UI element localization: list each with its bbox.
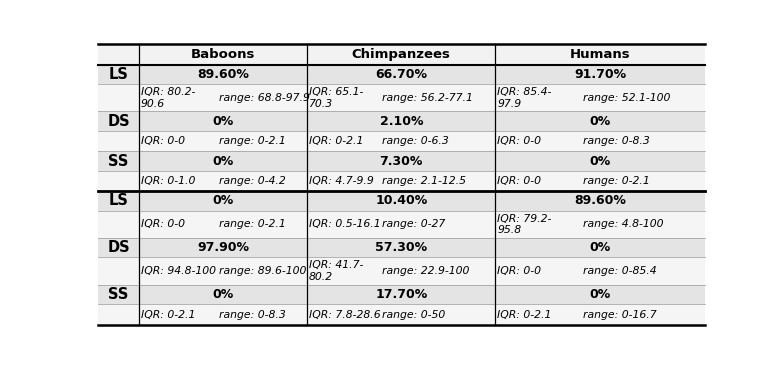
- Bar: [98, 151, 705, 171]
- Text: 97.90%: 97.90%: [197, 241, 249, 254]
- Text: range: 0-16.7: range: 0-16.7: [583, 310, 657, 320]
- Bar: [98, 211, 705, 238]
- Text: range: 56.2-77.1: range: 56.2-77.1: [382, 93, 473, 103]
- Text: range: 0-85.4: range: 0-85.4: [583, 266, 657, 276]
- Text: 0%: 0%: [212, 115, 234, 128]
- Text: 0%: 0%: [590, 115, 611, 128]
- Text: SS: SS: [108, 287, 128, 302]
- Text: IQR: 0-0: IQR: 0-0: [497, 176, 541, 186]
- Text: IQR: 0-0: IQR: 0-0: [141, 136, 185, 146]
- Text: Humans: Humans: [570, 48, 630, 61]
- Text: IQR: 0.5-16.1: IQR: 0.5-16.1: [309, 219, 381, 229]
- Text: SS: SS: [108, 154, 128, 169]
- Text: 7.30%: 7.30%: [380, 154, 423, 168]
- Bar: [98, 304, 705, 325]
- Text: range: 89.6-100: range: 89.6-100: [219, 266, 307, 276]
- Text: IQR: 94.8-100: IQR: 94.8-100: [141, 266, 216, 276]
- Text: DS: DS: [107, 114, 130, 128]
- Bar: [98, 257, 705, 285]
- Text: IQR: 80.2-
90.6: IQR: 80.2- 90.6: [141, 87, 195, 108]
- Text: IQR: 41.7-
80.2: IQR: 41.7- 80.2: [309, 260, 363, 282]
- Text: IQR: 0-2.1: IQR: 0-2.1: [309, 136, 363, 146]
- Text: 17.70%: 17.70%: [375, 288, 428, 301]
- Text: range: 0-8.3: range: 0-8.3: [219, 310, 286, 320]
- Bar: [98, 84, 705, 111]
- Bar: [98, 238, 705, 257]
- Text: IQR: 0-2.1: IQR: 0-2.1: [497, 310, 551, 320]
- Text: IQR: 0-2.1: IQR: 0-2.1: [141, 310, 195, 320]
- Text: 57.30%: 57.30%: [375, 241, 428, 254]
- Text: 0%: 0%: [212, 288, 234, 301]
- Text: LS: LS: [109, 193, 128, 208]
- Text: 89.60%: 89.60%: [197, 68, 249, 81]
- Bar: [98, 285, 705, 304]
- Text: DS: DS: [107, 240, 130, 255]
- Bar: [98, 111, 705, 131]
- Text: 0%: 0%: [590, 288, 611, 301]
- Text: IQR: 85.4-
97.9: IQR: 85.4- 97.9: [497, 87, 551, 108]
- Text: range: 4.8-100: range: 4.8-100: [583, 219, 664, 229]
- Text: range: 68.8-97.9: range: 68.8-97.9: [219, 93, 310, 103]
- Text: 0%: 0%: [212, 195, 234, 207]
- Text: IQR: 79.2-
95.8: IQR: 79.2- 95.8: [497, 214, 551, 235]
- Text: IQR: 0-0: IQR: 0-0: [497, 136, 541, 146]
- Text: range: 0-4.2: range: 0-4.2: [219, 176, 286, 186]
- Text: 10.40%: 10.40%: [375, 195, 428, 207]
- Text: LS: LS: [109, 67, 128, 82]
- Text: 0%: 0%: [212, 154, 234, 168]
- Bar: [98, 44, 705, 65]
- Text: Chimpanzees: Chimpanzees: [352, 48, 451, 61]
- Text: IQR: 0-0: IQR: 0-0: [141, 219, 185, 229]
- Text: range: 0-6.3: range: 0-6.3: [382, 136, 449, 146]
- Text: Baboons: Baboons: [191, 48, 255, 61]
- Text: range: 0-2.1: range: 0-2.1: [219, 219, 286, 229]
- Text: range: 2.1-12.5: range: 2.1-12.5: [382, 176, 466, 186]
- Text: IQR: 65.1-
70.3: IQR: 65.1- 70.3: [309, 87, 363, 108]
- Bar: [98, 131, 705, 151]
- Bar: [98, 191, 705, 211]
- Text: 2.10%: 2.10%: [380, 115, 423, 128]
- Text: IQR: 7.8-28.6: IQR: 7.8-28.6: [309, 310, 381, 320]
- Text: 66.70%: 66.70%: [375, 68, 428, 81]
- Bar: [98, 171, 705, 191]
- Text: range: 0-2.1: range: 0-2.1: [219, 136, 286, 146]
- Text: range: 22.9-100: range: 22.9-100: [382, 266, 469, 276]
- Text: 91.70%: 91.70%: [574, 68, 626, 81]
- Text: IQR: 0-0: IQR: 0-0: [497, 266, 541, 276]
- Text: IQR: 4.7-9.9: IQR: 4.7-9.9: [309, 176, 373, 186]
- Text: range: 0-8.3: range: 0-8.3: [583, 136, 650, 146]
- Bar: [98, 65, 705, 84]
- Text: range: 0-2.1: range: 0-2.1: [583, 176, 650, 186]
- Text: range: 0-50: range: 0-50: [382, 310, 445, 320]
- Text: IQR: 0-1.0: IQR: 0-1.0: [141, 176, 195, 186]
- Text: range: 0-27: range: 0-27: [382, 219, 445, 229]
- Text: 0%: 0%: [590, 241, 611, 254]
- Text: 89.60%: 89.60%: [574, 195, 626, 207]
- Text: 0%: 0%: [590, 154, 611, 168]
- Text: range: 52.1-100: range: 52.1-100: [583, 93, 671, 103]
